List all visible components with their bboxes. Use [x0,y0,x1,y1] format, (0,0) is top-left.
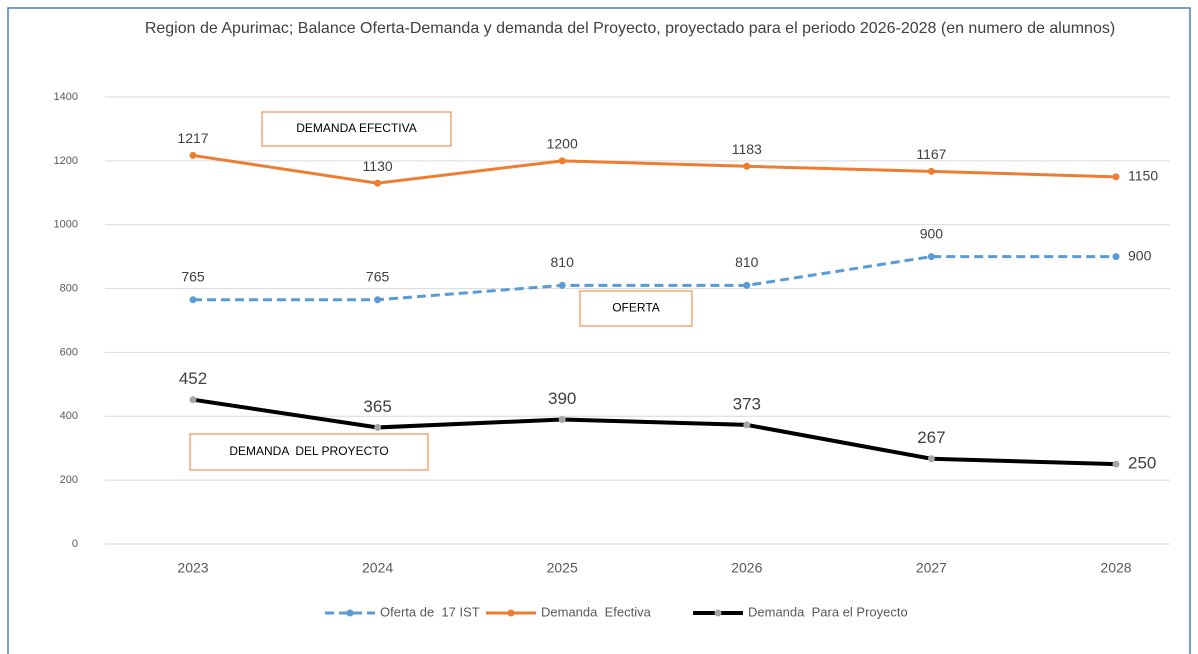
annotation-box [189,433,429,471]
y-tick-label: 600 [60,346,78,358]
marker [1112,460,1120,468]
y-tick-label: 200 [60,474,78,486]
y-tick-label: 400 [60,410,78,422]
annotation: DEMANDA DEL PROYECTO [229,444,388,458]
series-line [192,397,1117,467]
annotation-box [579,290,693,327]
marker [374,179,382,187]
data-label: 365 [363,397,391,416]
x-tick-label: 2025 [547,560,578,576]
data-label: 452 [179,369,207,388]
annotation: OFERTA [612,301,660,315]
data-label: 765 [366,268,390,284]
data-label: 390 [548,389,576,408]
data-label: 373 [733,394,761,413]
marker [558,281,566,289]
data-label: 900 [1128,247,1152,263]
legend-label: Demanda Para el Proyecto [748,604,908,619]
marker [189,151,197,159]
marker [1112,253,1120,261]
data-label: 1183 [732,141,762,157]
y-tick-label: 1000 [54,219,78,231]
data-label: 267 [917,428,945,447]
marker [927,253,935,261]
legend-marker [714,609,722,617]
marker [1112,173,1120,181]
marker [558,415,566,423]
y-tick-label: 0 [72,538,78,550]
marker [189,396,197,404]
annotation: DEMANDA EFECTIVA [296,121,416,135]
data-label: 810 [551,254,575,270]
data-label: 1167 [916,146,946,162]
y-tick-label: 1400 [54,91,78,103]
marker [743,421,751,429]
marker [558,157,566,165]
legend-label: Demanda Efectiva [541,604,652,619]
x-tick-label: 2024 [362,560,393,576]
marker [743,281,751,289]
series-line [192,153,1117,185]
data-label: 900 [920,225,944,241]
data-label: 1150 [1128,168,1158,184]
legend-marker [346,609,354,617]
series-line [193,255,1116,302]
data-label: 1130 [363,158,393,174]
legend-marker [507,609,515,617]
data-label: 1200 [547,136,578,152]
y-tick-label: 1200 [54,155,78,167]
data-label: 250 [1128,454,1156,473]
marker [189,296,197,304]
marker [927,455,935,463]
x-tick-label: 2028 [1100,560,1131,576]
annotation-box [261,111,452,147]
marker [374,423,382,431]
x-tick-label: 2023 [177,560,208,576]
marker [743,162,751,170]
marker [374,296,382,304]
marker [927,167,935,175]
y-tick-label: 800 [60,282,78,294]
x-tick-label: 2027 [916,560,947,576]
chart-border [7,7,1191,654]
data-label: 810 [735,254,759,270]
chart-title: Region de Apurimac; Balance Oferta-Deman… [144,20,1116,37]
legend-label: Oferta de 17 IST [380,604,480,619]
x-tick-label: 2026 [731,560,762,576]
data-label: 1217 [177,130,208,146]
data-label: 765 [181,268,205,284]
